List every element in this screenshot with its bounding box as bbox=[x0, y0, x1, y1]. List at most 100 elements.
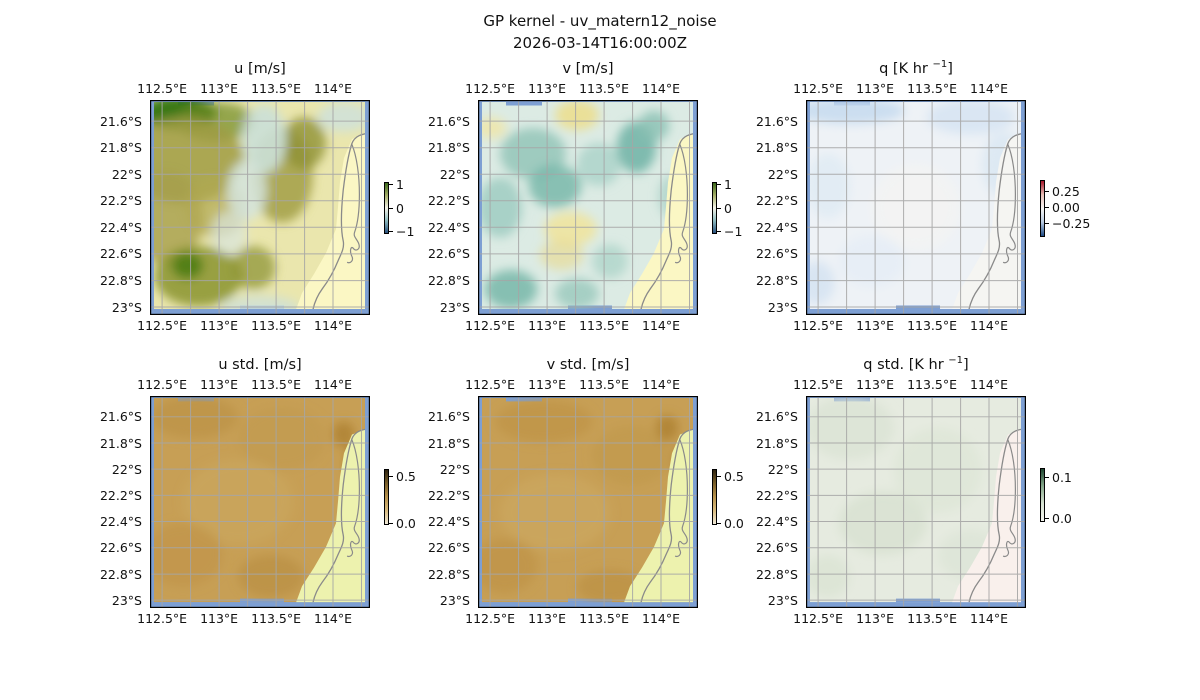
graticule bbox=[150, 396, 370, 608]
lon-tick-label: 112.5°E bbox=[793, 318, 844, 333]
lon-tick-label: 113.5°E bbox=[907, 377, 958, 392]
lon-tick-label: 113°E bbox=[200, 377, 239, 392]
lon-tick-label: 113°E bbox=[528, 377, 567, 392]
lon-tick-label: 113.5°E bbox=[579, 377, 630, 392]
colorbar-tick-label: 0.5 bbox=[396, 469, 416, 485]
panel-v-title: v [m/s] bbox=[448, 56, 728, 77]
colorbar-v_std bbox=[712, 469, 717, 525]
lat-tick-label: 22.2°S bbox=[427, 193, 470, 209]
lon-tick-label: 112.5°E bbox=[137, 81, 188, 96]
colorbar-tick-label: 0.5 bbox=[724, 469, 744, 485]
land-mask bbox=[952, 133, 1021, 309]
lat-tick-label: 22°S bbox=[111, 461, 142, 477]
lon-tick-label: 113°E bbox=[528, 611, 567, 626]
lat-tick-label: 23°S bbox=[439, 592, 470, 608]
lat-tick-label: 22.2°S bbox=[99, 487, 142, 503]
lat-tick-label: 22.4°S bbox=[99, 514, 142, 529]
lon-tick-label: 112.5°E bbox=[137, 318, 188, 333]
panel-u-title: u [m/s] bbox=[120, 56, 400, 77]
colorbar-q bbox=[1040, 180, 1045, 237]
colorbar-tick-label: 0.00 bbox=[1052, 200, 1080, 216]
lon-tick-label: 113.5°E bbox=[579, 81, 630, 96]
coastline-gulf bbox=[346, 439, 361, 557]
lon-tick-label: 112.5°E bbox=[465, 81, 516, 96]
lon-tick-label: 113°E bbox=[200, 318, 239, 333]
lat-tick-label: 23°S bbox=[767, 299, 798, 315]
panel-title-text: q [K hr bbox=[879, 60, 933, 77]
lat-tick-label: 22.4°S bbox=[755, 514, 798, 529]
coastline-gulf bbox=[674, 143, 689, 264]
lon-tick-label: 113°E bbox=[856, 377, 895, 392]
lon-tick-label: 113.5°E bbox=[907, 611, 958, 626]
panel-title-text: u std. [m/s] bbox=[218, 356, 302, 373]
map-u bbox=[150, 100, 370, 315]
colorbar-tick-mark bbox=[717, 523, 721, 525]
colorbar-tick-mark bbox=[389, 476, 393, 478]
panel-title-text: u [m/s] bbox=[234, 60, 286, 77]
lon-tick-label: 112.5°E bbox=[793, 611, 844, 626]
coastline-gulf bbox=[346, 143, 361, 264]
lat-tick-label: 21.8°S bbox=[755, 140, 798, 156]
lon-tick-label: 112.5°E bbox=[793, 377, 844, 392]
lon-tick-label: 114°E bbox=[642, 318, 681, 333]
colorbar-tick-label: 0.1 bbox=[1052, 469, 1072, 485]
lat-tick-label: 22.4°S bbox=[99, 219, 142, 235]
lat-tick-label: 22.8°S bbox=[755, 273, 798, 289]
lat-tick-label: 22.8°S bbox=[427, 566, 470, 582]
lon-tick-label: 113.5°E bbox=[251, 611, 302, 626]
axes-frame bbox=[150, 100, 370, 315]
panel-v_std-title: v std. [m/s] bbox=[448, 352, 728, 373]
land-mask bbox=[296, 429, 365, 603]
lon-tick-label: 114°E bbox=[314, 318, 353, 333]
colorbar-tick-mark bbox=[1045, 476, 1049, 478]
lon-tick-label: 112.5°E bbox=[137, 611, 188, 626]
lat-tick-label: 22.4°S bbox=[427, 514, 470, 529]
lon-tick-label: 114°E bbox=[642, 611, 681, 626]
colorbar-tick-mark bbox=[717, 476, 721, 478]
lat-tick-label: 23°S bbox=[767, 592, 798, 608]
lat-tick-label: 22.8°S bbox=[427, 273, 470, 289]
graticule bbox=[478, 100, 698, 315]
lat-tick-label: 21.8°S bbox=[427, 435, 470, 451]
lon-tick-label: 113°E bbox=[856, 318, 895, 333]
panel-q_std-title: q std. [K hr −1] bbox=[776, 352, 1056, 373]
colorbar-tick-mark bbox=[717, 183, 721, 185]
lon-tick-label: 113.5°E bbox=[251, 318, 302, 333]
colorbar-u bbox=[384, 182, 389, 234]
lon-tick-label: 112.5°E bbox=[465, 611, 516, 626]
lat-tick-label: 22°S bbox=[111, 166, 142, 182]
land-mask bbox=[624, 133, 693, 309]
lon-tick-label: 114°E bbox=[314, 81, 353, 96]
lat-tick-label: 21.6°S bbox=[755, 409, 798, 425]
figure-title-line1: GP kernel - uv_matern12_noise bbox=[483, 12, 717, 30]
graticule bbox=[806, 100, 1026, 315]
lat-tick-label: 22.8°S bbox=[99, 566, 142, 582]
lon-tick-label: 113.5°E bbox=[907, 318, 958, 333]
lat-tick-label: 23°S bbox=[439, 299, 470, 315]
lat-tick-label: 22.2°S bbox=[427, 487, 470, 503]
lat-tick-label: 22.8°S bbox=[99, 273, 142, 289]
graticule bbox=[150, 100, 370, 315]
lat-tick-label: 22.6°S bbox=[755, 540, 798, 556]
panel-title-superscript: −1 bbox=[948, 355, 964, 366]
field-blobs bbox=[810, 397, 1004, 598]
panel-title-text: v std. [m/s] bbox=[546, 356, 630, 373]
lat-tick-label: 22.6°S bbox=[755, 246, 798, 262]
axes-frame bbox=[806, 396, 1026, 608]
lon-tick-label: 113.5°E bbox=[579, 611, 630, 626]
lon-tick-label: 114°E bbox=[314, 377, 353, 392]
colorbar-tick-label: −1 bbox=[724, 224, 743, 240]
colorbar-tick-mark bbox=[389, 523, 393, 525]
lon-tick-label: 114°E bbox=[314, 611, 353, 626]
panel-title-text: ] bbox=[963, 356, 969, 373]
lon-tick-label: 113°E bbox=[856, 611, 895, 626]
lon-tick-label: 113.5°E bbox=[251, 81, 302, 96]
colorbar-tick-label: −0.25 bbox=[1052, 216, 1091, 232]
lat-tick-label: 21.8°S bbox=[99, 435, 142, 451]
colorbar-tick-label: 0.25 bbox=[1052, 184, 1080, 200]
axes-frame bbox=[478, 396, 698, 608]
colorbar-v bbox=[712, 182, 717, 234]
land-mask bbox=[296, 133, 365, 309]
colorbar-tick-label: 0.0 bbox=[1052, 510, 1072, 526]
